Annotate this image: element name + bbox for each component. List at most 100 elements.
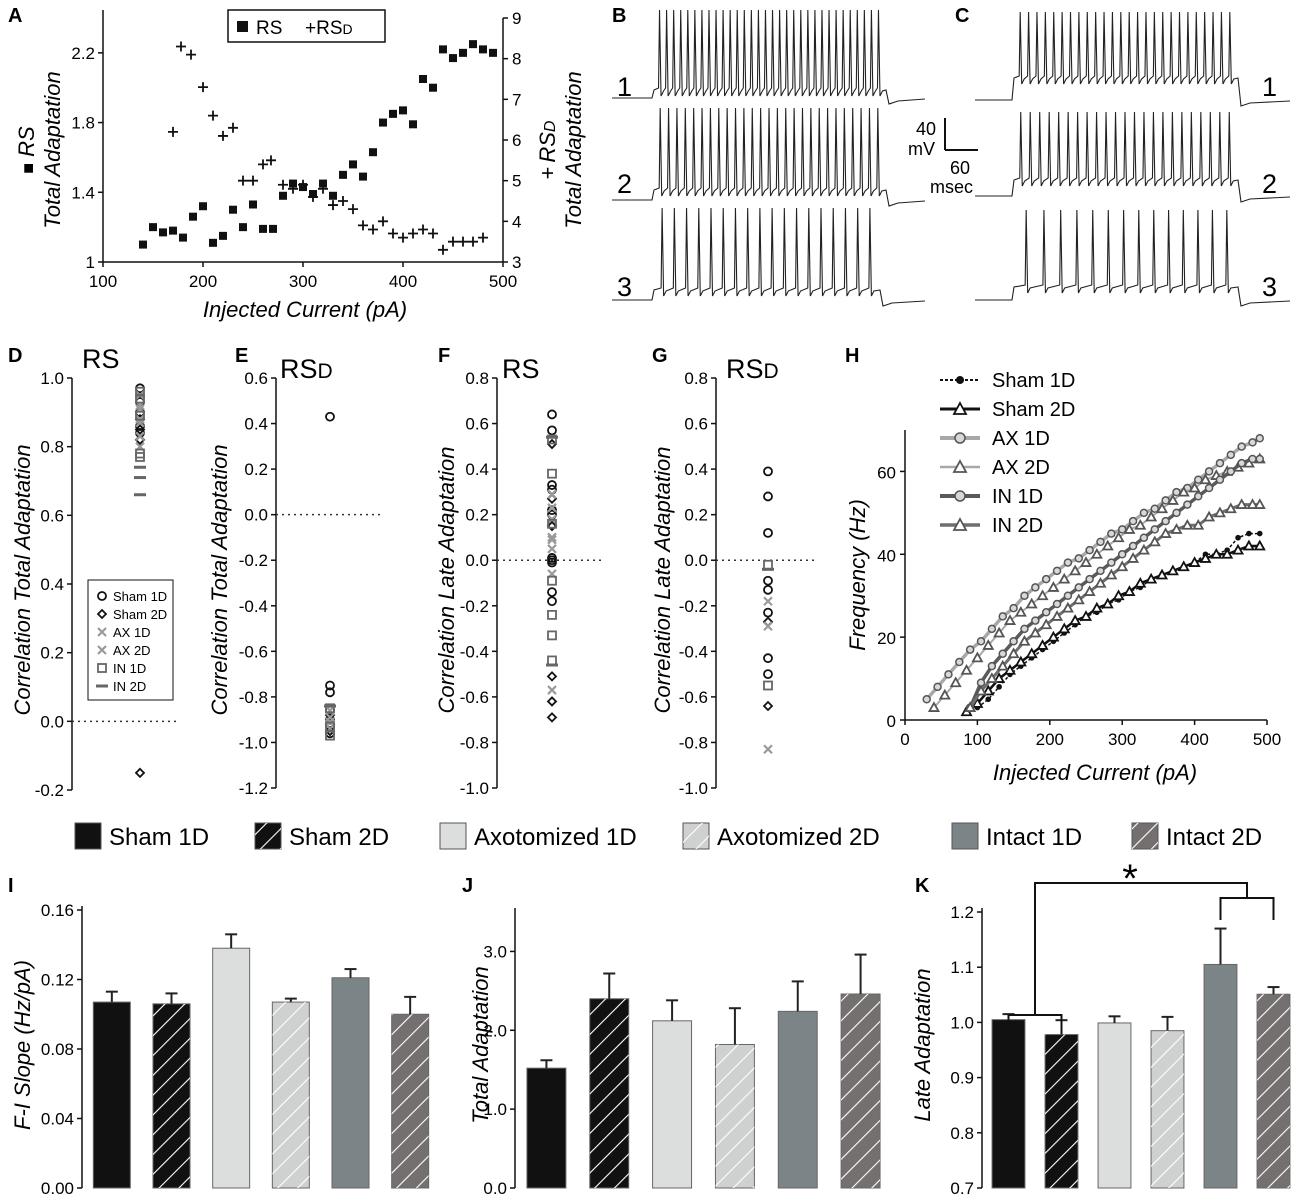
point-h: [922, 695, 931, 704]
point-e-sham-1d: [325, 714, 335, 725]
point-h: [1193, 475, 1203, 484]
point-h: [1145, 510, 1158, 522]
bar-k: [1097, 1022, 1132, 1189]
point-g-in-1d: [763, 680, 773, 691]
rs-point: [359, 172, 367, 181]
point-h: [1166, 564, 1179, 576]
trace-c2: [975, 111, 1291, 203]
y-tick-label-k: 1.0: [950, 1013, 974, 1032]
y-tick-label-g: -1.0: [679, 779, 708, 798]
rs-point: [209, 238, 217, 247]
legend-d-items: Sham 1D Sham 2D AX 1D AX 2D IN 1D IN 2D: [96, 589, 167, 694]
point-h: [1116, 560, 1129, 572]
title-d: RS: [82, 344, 120, 374]
point-g-sham-1d: [763, 653, 773, 664]
bar-hatch-k: [1045, 1034, 1078, 1188]
point-h: [1058, 622, 1071, 634]
y-tick-label-h: 0: [887, 712, 896, 731]
y-tick-label-right-a: 8: [512, 50, 521, 69]
plot-j: 0.0 1.0 2.0 3.0: [483, 908, 881, 1198]
y-tick-label-g: -0.2: [679, 597, 708, 616]
panel-label-f: F: [438, 345, 450, 367]
legend-label-rs: RS: [256, 18, 282, 39]
point-h: [1210, 547, 1223, 559]
point-h: [982, 684, 995, 696]
bar-hatch-j: [841, 994, 881, 1188]
panel-label-i: I: [8, 875, 14, 897]
point-f-in-1d: [547, 468, 557, 479]
point-h: [1204, 467, 1214, 476]
point-h: [1204, 483, 1214, 493]
point-h: [1242, 539, 1255, 551]
point-h: [955, 657, 964, 667]
rs-point: [199, 202, 207, 211]
point-h: [1069, 614, 1082, 625]
y-tick-label-right-a: 4: [512, 212, 521, 231]
y-tick-label-right-a: 6: [512, 131, 521, 150]
y-tick-label-e: -0.6: [239, 642, 268, 661]
ylabel-k: Late Adaptation: [910, 968, 935, 1121]
y-tick-label-i: 0.12: [41, 971, 74, 990]
trace-c1: [975, 11, 1291, 107]
y-tick-label-k: 1.1: [950, 958, 974, 977]
rsd-point: [348, 204, 358, 215]
rsd-point: [428, 228, 438, 239]
point-d-sham-2d: [134, 767, 146, 779]
rsd-point: [328, 200, 338, 211]
scale-bar-voltage: 40: [916, 119, 936, 139]
ylabel-e-group: Correlation Total Adaptation: [207, 444, 232, 715]
point-e-sham-1d: [325, 411, 335, 422]
rs-point: [239, 223, 247, 232]
point-h: [1150, 504, 1160, 513]
point-h: [1224, 502, 1237, 514]
point-e-sham-1d: [325, 687, 335, 698]
x-tick-label-h: 500: [1253, 730, 1281, 749]
point-g-sham-1d: [763, 575, 773, 586]
ylabel-right-a-sub: D: [542, 120, 559, 132]
bar-legend: Sham 1D Sham 2D Axotomized 1D Axotomized 2D…: [74, 822, 1262, 851]
point-h: [1074, 583, 1084, 592]
point-f-sham-1d: [547, 587, 557, 598]
ylabel-i: F-I Slope (Hz/pA): [10, 960, 35, 1130]
point-g-sham-1d: [763, 466, 773, 477]
point-f-in-1d: [547, 434, 557, 445]
titles-d-g: RS RSD RS RSD: [82, 344, 779, 384]
ylabel-g: Correlation Late Adaptation: [650, 446, 675, 713]
y-tick-label-right-a: 3: [512, 253, 521, 272]
point-h: [1031, 583, 1040, 592]
y-tick-label-e: -0.4: [239, 597, 268, 616]
y-tick-label-d: -0.2: [35, 781, 64, 800]
panel-label-b: B: [612, 5, 626, 27]
ylabel-left-a-line2: Total Adaptation: [40, 71, 65, 228]
legend-d-label: Sham 1D: [113, 589, 167, 604]
y-tick-label-g: 0.2: [684, 506, 708, 525]
point-h: [1096, 537, 1105, 547]
point-h: [1215, 458, 1225, 468]
ylabel-right-marker: +: [535, 167, 560, 180]
y-tick-label-right-a: 9: [512, 9, 521, 28]
point-g-ax-1d: [763, 744, 773, 755]
bar-legend-swatch: [74, 822, 102, 850]
legend-d-marker: [97, 591, 107, 601]
y-tick-label-left-a: 2.2: [71, 44, 95, 63]
rs-point: [179, 233, 187, 242]
point-h: [1177, 560, 1190, 572]
point-h: [965, 645, 975, 654]
point-h: [987, 624, 997, 634]
y-tick-label-f: -0.4: [460, 642, 489, 661]
point-h: [1232, 543, 1245, 555]
point-h: [1215, 475, 1225, 484]
x-tick-label-a: 400: [389, 272, 417, 291]
point-h: [1051, 610, 1064, 621]
point-h: [1237, 442, 1246, 451]
point-h: [1047, 581, 1060, 592]
point-h: [1014, 655, 1027, 667]
point-h: [1155, 502, 1169, 514]
point-h: [1085, 574, 1094, 584]
point-h: [1166, 494, 1179, 505]
rs-point: [189, 212, 197, 221]
y-tick-label-right-a: 7: [512, 90, 521, 109]
rsd-point: [308, 191, 318, 202]
plot-a: 100 200 300 400 500 1 1.4 1.8 2.2 3 4 5 6 7 8 9: [71, 9, 521, 291]
